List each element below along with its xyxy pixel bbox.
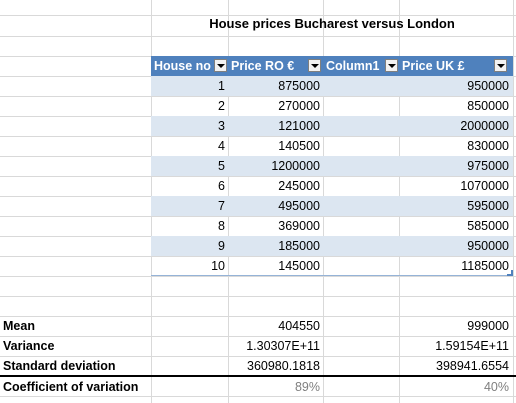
cell-house-no[interactable]: 5 xyxy=(218,159,225,173)
grid-line xyxy=(0,136,516,137)
stat-value-uk[interactable]: 1.59154E+11 xyxy=(435,339,509,353)
table-resize-handle-icon[interactable] xyxy=(507,270,513,276)
table-row-band xyxy=(151,236,513,256)
cell-price-ro[interactable]: 140500 xyxy=(278,139,320,153)
grid-line xyxy=(0,316,516,317)
grid-line xyxy=(0,176,516,177)
cell-price-uk[interactable]: 595000 xyxy=(467,199,509,213)
cell-price-ro[interactable]: 145000 xyxy=(278,259,320,273)
table-header-row xyxy=(151,56,513,76)
stat-label[interactable]: Coefficient of variation xyxy=(3,380,139,394)
header-price-uk[interactable]: Price UK £ xyxy=(402,59,465,73)
stat-value-ro[interactable]: 89% xyxy=(294,380,320,394)
stat-value-uk[interactable]: 999000 xyxy=(467,319,509,333)
table-row-band xyxy=(151,196,513,216)
grid-line xyxy=(0,396,516,397)
stat-value-uk[interactable]: 398941.6554 xyxy=(436,359,509,373)
cell-house-no[interactable]: 7 xyxy=(218,199,225,213)
table-row-band xyxy=(151,76,513,96)
grid-line xyxy=(0,36,516,37)
cell-price-ro[interactable]: 270000 xyxy=(278,99,320,113)
grid-line xyxy=(0,356,516,357)
cell-house-no[interactable]: 6 xyxy=(218,179,225,193)
cell-house-no[interactable]: 1 xyxy=(218,79,225,93)
cell-price-uk[interactable]: 850000 xyxy=(467,99,509,113)
stat-value-ro[interactable]: 1.30307E+11 xyxy=(246,339,320,353)
grid-line xyxy=(0,96,516,97)
cell-price-ro[interactable]: 1200000 xyxy=(271,159,320,173)
filter-dropdown-icon[interactable] xyxy=(494,59,507,72)
cell-price-ro[interactable]: 875000 xyxy=(278,79,320,93)
cell-price-uk[interactable]: 2000000 xyxy=(460,119,509,133)
header-price-ro[interactable]: Price RO € xyxy=(231,59,295,73)
stat-label[interactable]: Standard deviation xyxy=(3,359,116,373)
stat-value-ro[interactable]: 360980.1818 xyxy=(247,359,320,373)
filter-dropdown-icon[interactable] xyxy=(385,59,398,72)
cell-price-ro[interactable]: 121000 xyxy=(278,119,320,133)
table-row-band xyxy=(151,116,513,136)
cell-house-no[interactable]: 3 xyxy=(218,119,225,133)
cell-price-ro[interactable]: 369000 xyxy=(278,219,320,233)
table-row-band xyxy=(151,156,513,176)
cell-price-uk[interactable]: 950000 xyxy=(467,79,509,93)
cell-price-uk[interactable]: 975000 xyxy=(467,159,509,173)
cell-price-ro[interactable]: 185000 xyxy=(278,239,320,253)
filter-dropdown-icon[interactable] xyxy=(214,59,227,72)
cell-price-uk[interactable]: 830000 xyxy=(467,139,509,153)
grid-line xyxy=(0,336,516,337)
stat-value-uk[interactable]: 40% xyxy=(483,380,509,394)
sheet-title[interactable]: House prices Bucharest versus London xyxy=(209,16,455,31)
grid-line xyxy=(0,216,516,217)
grid-line xyxy=(0,276,516,277)
stat-label[interactable]: Mean xyxy=(3,319,35,333)
cell-price-uk[interactable]: 1185000 xyxy=(461,259,509,273)
header-house-no[interactable]: House no xyxy=(154,59,211,73)
cell-house-no[interactable]: 9 xyxy=(218,239,225,253)
grid-line xyxy=(0,256,516,257)
grid-line xyxy=(0,15,516,16)
cell-price-uk[interactable]: 1070000 xyxy=(460,179,509,193)
cell-house-no[interactable]: 4 xyxy=(218,139,225,153)
stat-label[interactable]: Variance xyxy=(3,339,55,353)
cell-house-no[interactable]: 10 xyxy=(211,259,225,273)
cell-house-no[interactable]: 8 xyxy=(218,219,225,233)
filter-dropdown-icon[interactable] xyxy=(308,59,321,72)
thick-divider xyxy=(0,375,516,377)
header-column1[interactable]: Column1 xyxy=(326,59,380,73)
grid-line xyxy=(0,296,516,297)
cell-price-uk[interactable]: 585000 xyxy=(467,219,509,233)
table-border xyxy=(151,76,513,276)
stat-value-ro[interactable]: 404550 xyxy=(278,319,320,333)
grid-line xyxy=(513,0,514,403)
cell-price-uk[interactable]: 950000 xyxy=(467,239,509,253)
cell-house-no[interactable]: 2 xyxy=(218,99,225,113)
cell-price-ro[interactable]: 245000 xyxy=(278,179,320,193)
cell-price-ro[interactable]: 495000 xyxy=(278,199,320,213)
